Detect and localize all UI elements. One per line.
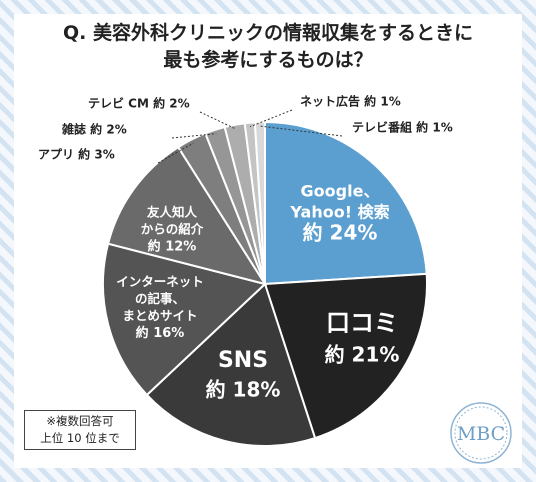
footnote-line2: 上位 10 位まで: [40, 431, 120, 445]
slice-label-tvprog: テレビ番組 約 1%: [352, 120, 453, 135]
chart-title-line2: 最も参考にするものは？: [163, 49, 373, 71]
slice-value-sns: 約 18%: [206, 378, 281, 402]
leader-line-tvcm: [199, 111, 236, 130]
slice-label-google: Yahoo! 検索: [289, 203, 389, 222]
leader-line-tvprog: [259, 125, 343, 137]
slice-value-internet: 約 16%: [136, 325, 185, 341]
slice-label-netad: ネット広告 約 1%: [300, 94, 401, 109]
slice-label-internet: インターネット: [116, 274, 204, 289]
slice-label-internet: の記事、: [135, 291, 185, 306]
footnote-box: ※複数回答可 上位 10 位まで: [24, 410, 136, 450]
slice-label-friends: からの紹介: [141, 222, 204, 237]
footnote-line1: ※複数回答可: [46, 414, 114, 428]
slice-label-tvcm: テレビ CM 約 2%: [88, 96, 190, 111]
leader-line-netad: [249, 109, 293, 128]
slice-label-zasshi: 雑誌 約 2%: [61, 122, 127, 137]
slice-label-google: Google、: [301, 182, 380, 201]
pie-slice-internet: [102, 242, 268, 397]
slice-label-app: アプリ 約 3%: [38, 147, 115, 162]
mbc-logo: MBC: [450, 402, 512, 464]
chart-title-line1: Q. 美容外科クリニックの情報収集をするときに: [63, 22, 473, 44]
leader-line-zasshi: [171, 133, 217, 139]
slice-value-google: 約 24%: [303, 221, 378, 245]
pie-slice-sns: [145, 282, 317, 447]
slice-label-friends: 友人知人: [146, 205, 198, 220]
slice-label-internet: まとめサイト: [122, 308, 197, 323]
slice-value-kuchikomi: 約 21%: [325, 343, 400, 367]
logo-text: MBC: [457, 423, 505, 445]
slice-label-sns: SNS: [218, 348, 268, 373]
pie-slice-google: [264, 120, 428, 286]
leader-line-app: [157, 142, 194, 164]
slice-value-friends: 約 12%: [148, 239, 197, 255]
chart-title: Q. 美容外科クリニックの情報収集をするときに 最も参考にするものは？: [14, 20, 522, 74]
pie-slice-tvprog: [253, 120, 266, 285]
slice-label-kuchikomi: 口コミ: [326, 309, 398, 337]
pie-slice-kuchikomi: [263, 272, 428, 440]
pie-slice-friends: [106, 145, 268, 286]
